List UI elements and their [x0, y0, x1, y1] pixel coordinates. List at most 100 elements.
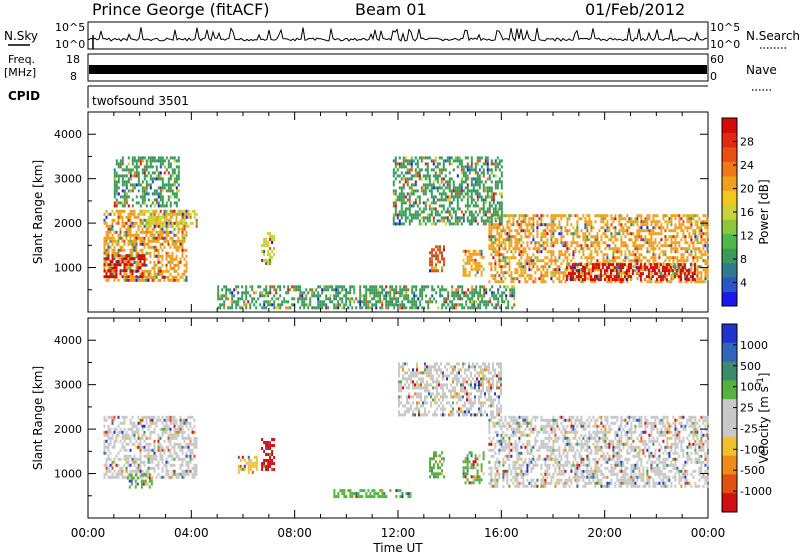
power-echo-cell	[610, 214, 613, 218]
power-echo-cell	[442, 204, 445, 208]
power-echo-cell	[141, 230, 144, 234]
velocity-echo-cell	[187, 415, 190, 419]
power-echo-cell	[181, 212, 184, 216]
power-echo-cell	[510, 223, 513, 227]
power-echo-cell	[461, 285, 464, 289]
power-echo-cell	[335, 306, 338, 310]
power-echo-cell	[483, 288, 486, 292]
power-echo-cell	[460, 165, 463, 169]
power-echo-cell	[317, 297, 320, 301]
power-colorbar-label: Power [dB]	[757, 179, 771, 244]
power-echo-cell	[137, 171, 140, 175]
power-echo-cell	[438, 192, 441, 196]
power-echo-cell	[526, 226, 529, 230]
power-echo-cell	[233, 300, 236, 304]
power-echo-cell	[121, 221, 124, 225]
power-echo-cell	[339, 303, 342, 307]
velocity-echo-cell	[109, 439, 112, 443]
power-echo-cell	[417, 306, 420, 310]
power-echo-cell	[496, 210, 499, 214]
power-echo-cell	[165, 224, 168, 228]
power-echo-cell	[442, 198, 445, 202]
power-echo-cell	[442, 216, 445, 220]
power-echo-cell	[177, 266, 180, 270]
power-echo-cell	[400, 213, 403, 217]
power-echo-cell	[466, 186, 469, 190]
power-echo-cell	[476, 252, 479, 256]
velocity-echo-cell	[253, 461, 256, 465]
power-echo-cell	[125, 186, 128, 190]
power-echo-cell	[115, 192, 118, 196]
velocity-echo-cell	[143, 454, 146, 458]
power-echo-cell	[520, 253, 523, 257]
power-echo-cell	[466, 162, 469, 166]
velocity-echo-cell	[167, 448, 170, 452]
power-echo-cell	[462, 180, 465, 184]
power-echo-cell	[117, 248, 120, 252]
power-echo-cell	[251, 297, 254, 301]
power-echo-cell	[550, 259, 553, 263]
power-echo-cell	[175, 215, 178, 219]
velocity-echo-cell	[149, 460, 152, 464]
power-echo-cell	[153, 156, 156, 160]
power-echo-cell	[622, 259, 625, 263]
power-echo-cell	[141, 218, 144, 222]
power-echo-cell	[576, 214, 579, 218]
power-echo-cell	[689, 275, 692, 279]
power-echo-cell	[103, 245, 106, 249]
power-echo-cell	[684, 238, 687, 242]
velocity-echo-cell	[129, 463, 132, 467]
power-echo-cell	[465, 303, 468, 307]
power-echo-cell	[486, 156, 489, 160]
power-echo-cell	[429, 257, 431, 261]
power-echo-cell	[696, 220, 699, 224]
power-echo-cell	[123, 204, 126, 208]
velocity-echo-cell	[129, 448, 132, 452]
power-echo-cell	[444, 198, 447, 202]
power-echo-cell	[273, 303, 276, 307]
power-echo-cell	[652, 241, 655, 245]
power-echo-cell	[706, 232, 709, 236]
power-echo-cell	[414, 174, 417, 178]
power-echo-cell	[400, 210, 403, 214]
power-echo-cell	[467, 306, 470, 310]
power-echo-cell	[598, 241, 601, 245]
power-echo-cell	[490, 265, 493, 269]
power-echo-cell	[463, 306, 466, 310]
power-echo-cell	[540, 280, 543, 284]
power-echo-cell	[704, 271, 707, 275]
power-echo-cell	[432, 174, 435, 178]
power-echo-cell	[410, 168, 413, 172]
power-colorbar-swatch	[722, 190, 737, 206]
power-echo-cell	[571, 278, 574, 282]
power-echo-cell	[640, 268, 643, 272]
power-echo-cell	[173, 171, 176, 175]
power-echo-cell	[700, 280, 703, 284]
power-echo-cell	[618, 214, 621, 218]
power-echo-cell	[121, 189, 124, 193]
velocity-echo-cell	[261, 462, 264, 465]
beam-title: Beam 01	[355, 0, 427, 19]
velocity-echo-cell	[135, 427, 138, 431]
power-echo-cell	[440, 168, 443, 172]
power-echo-cell	[408, 159, 411, 163]
power-echo-cell	[285, 300, 288, 304]
power-echo-cell	[479, 288, 482, 292]
power-echo-cell	[646, 229, 649, 233]
velocity-echo-cell	[267, 447, 270, 450]
power-echo-cell	[676, 214, 679, 218]
velocity-echo-cell	[247, 458, 250, 462]
power-echo-cell	[556, 265, 559, 269]
power-echo-cell	[317, 285, 320, 289]
power-echo-cell	[165, 236, 168, 240]
power-echo-cell	[159, 209, 162, 213]
power-echo-cell	[628, 217, 631, 221]
velocity-echo-cell	[165, 463, 168, 467]
power-echo-cell	[474, 216, 477, 220]
power-echo-cell	[125, 278, 128, 282]
velocity-echo-cell	[125, 469, 128, 473]
power-echo-cell	[469, 300, 472, 304]
power-echo-cell	[562, 259, 565, 263]
power-echo-cell	[177, 159, 180, 163]
power-echo-cell	[428, 174, 431, 178]
